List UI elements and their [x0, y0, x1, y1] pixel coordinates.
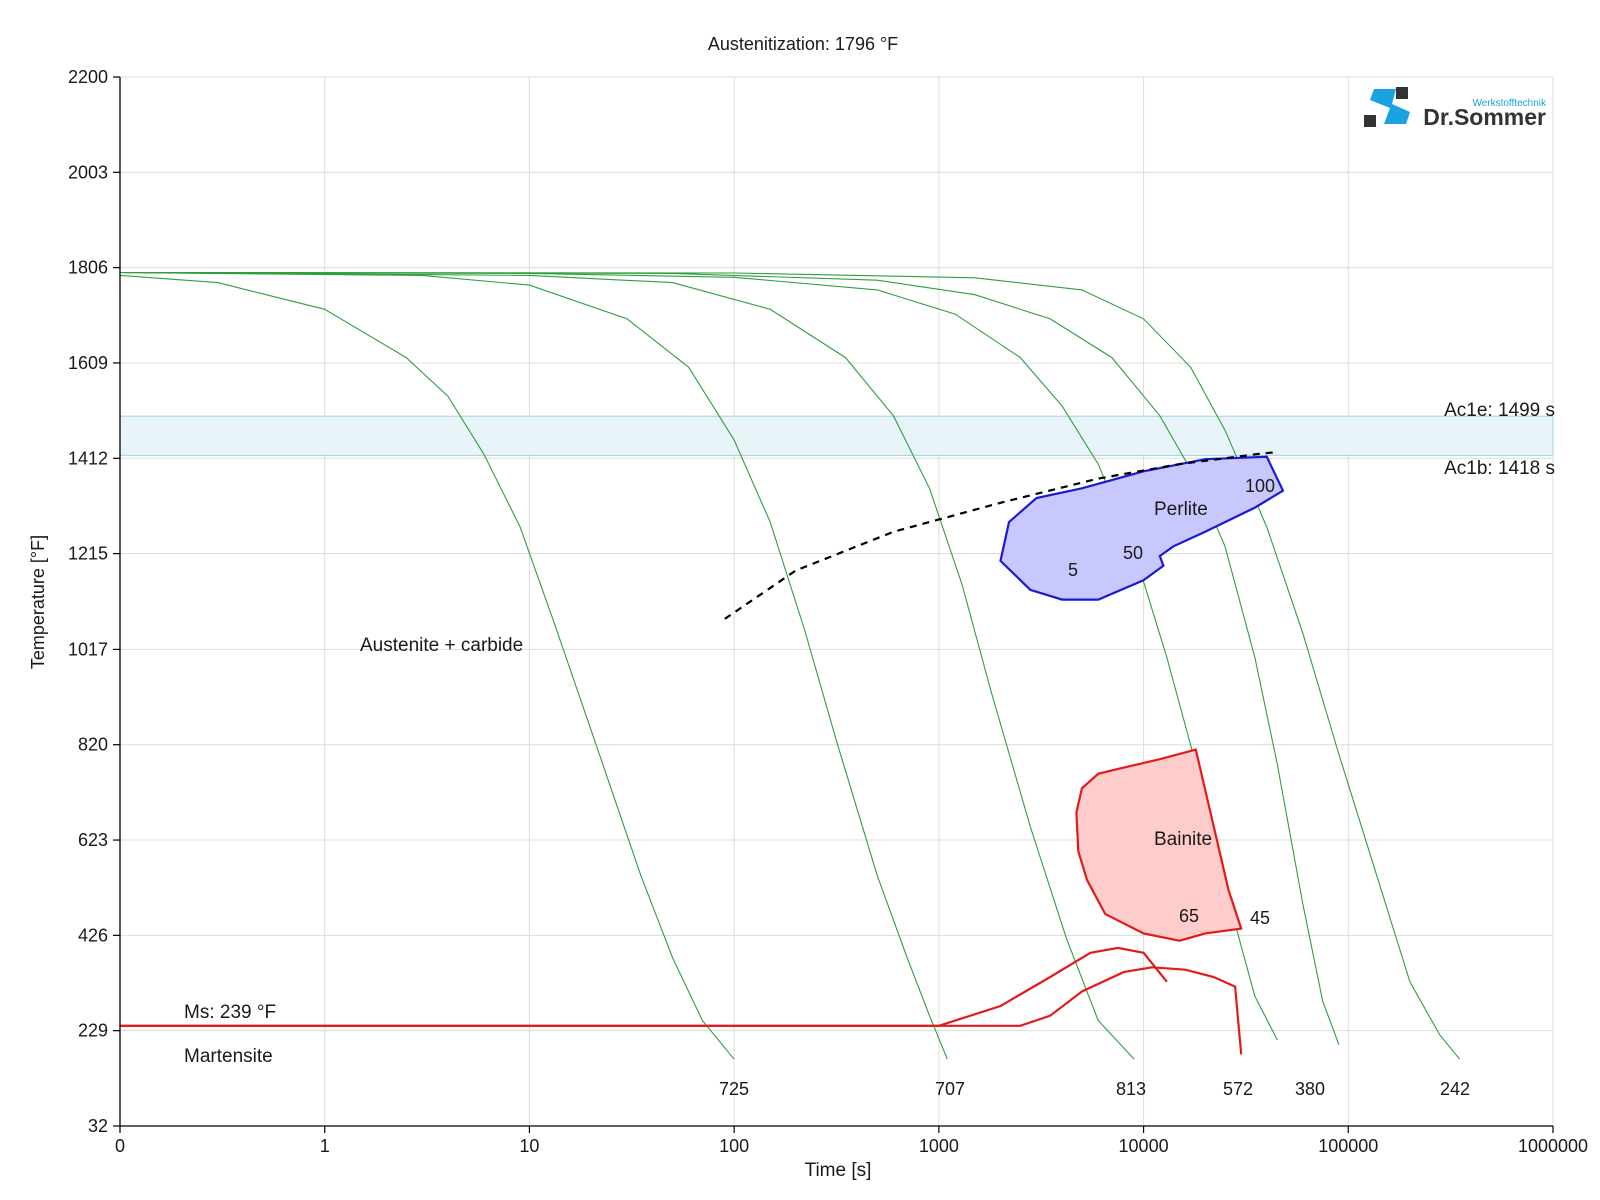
- x-tick-label: 100000: [1318, 1136, 1378, 1156]
- y-grid: [120, 76, 1553, 1127]
- perlite-value-5: 5: [1068, 560, 1078, 580]
- logo-square-icon: [1396, 87, 1408, 99]
- y-tick-label: 229: [78, 1021, 108, 1041]
- y-tick-label: 623: [78, 830, 108, 850]
- x-tick-label: 10000: [1119, 1136, 1169, 1156]
- curve-end-label: 707: [935, 1079, 965, 1099]
- chart-title: Austenitization: 1796 °F: [708, 34, 898, 54]
- bainite-value-45: 45: [1250, 908, 1270, 928]
- cooling-curve: [119, 271, 1461, 1060]
- x-tick-label: 10: [519, 1136, 539, 1156]
- x-tick-label: 100: [719, 1136, 749, 1156]
- martensite-curve: [120, 946, 1168, 1027]
- ms-label: Ms: 239 °F: [184, 1002, 276, 1023]
- perlite-value-50: 50: [1123, 543, 1143, 563]
- cooling-curve: [119, 271, 1340, 1045]
- y-tick-label: 1806: [68, 258, 108, 278]
- martensite-label: Martensite: [184, 1046, 273, 1067]
- x-ticks: 0 1 10 100 1000 10000 100000 1000000: [115, 1126, 1588, 1156]
- perlite-region: [999, 455, 1285, 601]
- y-tick-label: 2200: [68, 67, 108, 87]
- bainite-region: [1075, 748, 1243, 942]
- y-tick-label: 426: [78, 925, 108, 945]
- y-tick-label: 820: [78, 735, 108, 755]
- y-tick-label: 1215: [68, 544, 108, 564]
- cooling-curve: [119, 274, 735, 1060]
- x-tick-label: 1000000: [1518, 1136, 1588, 1156]
- y-tick-label: 32: [88, 1116, 108, 1136]
- ac-band: [119, 415, 1554, 456]
- logo-brand: Dr.Sommer: [1423, 104, 1546, 130]
- logo-square-icon: [1364, 115, 1376, 127]
- cooling-curve: [119, 271, 948, 1060]
- x-grid: [119, 77, 1554, 1126]
- logo-s-icon: [1370, 89, 1410, 124]
- dr-sommer-logo: Werkstofftechnik Dr.Sommer: [1364, 87, 1547, 130]
- x-axis-label: Time [s]: [805, 1160, 872, 1181]
- perlite-label: Perlite: [1154, 499, 1208, 520]
- y-tick-label: 1609: [68, 353, 108, 373]
- y-axis-label: Temperature [°F]: [28, 535, 48, 669]
- martensite-curve: [120, 966, 1243, 1055]
- bainite-value-65: 65: [1179, 906, 1199, 926]
- curve-end-label: 380: [1295, 1079, 1325, 1099]
- cooling-curve: [119, 271, 1135, 1060]
- ac1e-label: Ac1e: 1499 s: [1444, 400, 1555, 421]
- x-tick-label: 1: [320, 1136, 330, 1156]
- perlite-value-100: 100: [1245, 476, 1275, 496]
- ac1b-label: Ac1b: 1418 s: [1444, 458, 1555, 479]
- martensite-curves: [120, 946, 1243, 1055]
- cooling-curve: [119, 271, 1278, 1041]
- y-tick-label: 1412: [68, 448, 108, 468]
- cooling-curves: [119, 271, 1461, 1060]
- y-ticks: 32 229 426 623 820 1017 1215 1412 1609 1806 2003 22…: [68, 67, 120, 1136]
- austenite-label: Austenite + carbide: [360, 635, 523, 656]
- x-tick-label: 1000: [919, 1136, 959, 1156]
- y-tick-label: 2003: [68, 162, 108, 182]
- ac-curve: [724, 450, 1278, 620]
- y-tick-label: 1017: [68, 639, 108, 659]
- curve-end-label: 242: [1440, 1079, 1470, 1099]
- curve-end-label: 725: [719, 1079, 749, 1099]
- bainite-label: Bainite: [1154, 829, 1212, 850]
- curve-end-label: 572: [1223, 1079, 1253, 1099]
- x-tick-label: 0: [115, 1136, 125, 1156]
- logo-subtitle: Werkstofftechnik: [1472, 98, 1547, 109]
- curve-end-label: 813: [1116, 1079, 1146, 1099]
